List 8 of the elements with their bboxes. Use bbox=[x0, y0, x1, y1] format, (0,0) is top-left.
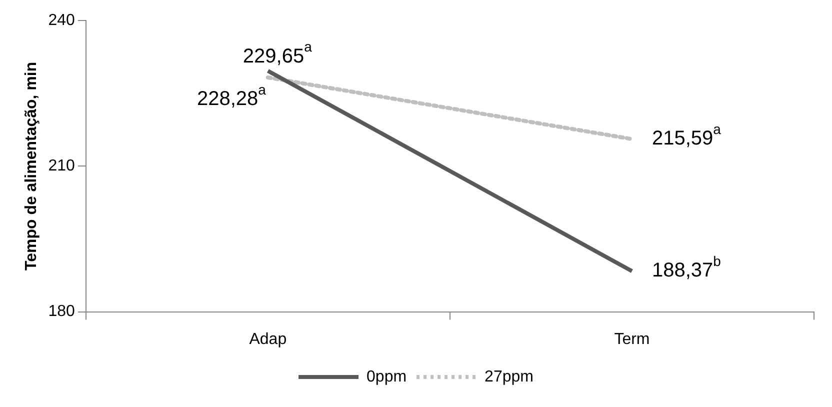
y-tick-label: 180 bbox=[48, 303, 75, 320]
y-axis-title: Tempo de alimentação, min bbox=[23, 62, 40, 271]
y-tick-label: 210 bbox=[48, 158, 75, 175]
x-tick-label: Adap bbox=[249, 330, 287, 348]
legend-label: 0ppm bbox=[366, 368, 407, 386]
x-tick-label: Term bbox=[614, 330, 650, 348]
y-tick-label: 240 bbox=[48, 12, 75, 30]
legend-label: 27ppm bbox=[484, 368, 534, 386]
